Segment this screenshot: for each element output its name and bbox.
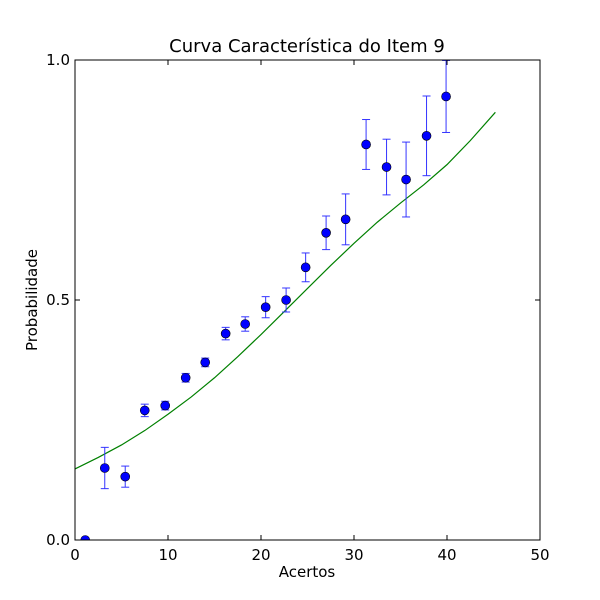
x-tick-label-1: 10 bbox=[158, 546, 177, 564]
data-point-16 bbox=[381, 162, 392, 172]
data-point-6 bbox=[180, 372, 191, 383]
data-point-5 bbox=[160, 400, 171, 411]
x-tick-label-5: 50 bbox=[530, 546, 549, 564]
data-point-9 bbox=[240, 319, 250, 329]
axis-ticks: 0 10 20 30 40 50 0.0 0.5 1.0 bbox=[46, 51, 549, 564]
y-tick-label-0: 0.0 bbox=[46, 531, 70, 549]
data-point-8 bbox=[220, 328, 231, 339]
data-point-15 bbox=[361, 139, 371, 150]
plot-area bbox=[75, 60, 496, 540]
x-tick-label-4: 40 bbox=[437, 546, 456, 564]
y-axis-label: Probabilidade bbox=[23, 249, 41, 351]
data-point-10 bbox=[260, 302, 271, 313]
x-tick-label-0: 0 bbox=[70, 546, 80, 564]
data-point-14 bbox=[340, 214, 351, 225]
chart-title: Curva Característica do Item 9 bbox=[169, 36, 445, 57]
data-point-11 bbox=[281, 295, 291, 305]
data-point-17 bbox=[401, 174, 411, 185]
x-tick-label-3: 30 bbox=[344, 546, 363, 564]
data-point-19 bbox=[441, 91, 451, 102]
y-tick-label-2: 1.0 bbox=[46, 51, 70, 69]
data-point-12 bbox=[300, 262, 311, 273]
x-axis-label: Acertos bbox=[279, 563, 336, 581]
data-point-4 bbox=[139, 405, 150, 416]
data-point-3 bbox=[120, 471, 131, 482]
y-tick-label-1: 0.5 bbox=[46, 291, 70, 309]
data-point-7 bbox=[200, 357, 210, 368]
data-point-18 bbox=[421, 131, 432, 141]
data-point-1 bbox=[80, 535, 91, 540]
data-point-13 bbox=[321, 228, 331, 238]
data-point-2 bbox=[99, 463, 110, 473]
x-tick-label-2: 20 bbox=[251, 546, 270, 564]
